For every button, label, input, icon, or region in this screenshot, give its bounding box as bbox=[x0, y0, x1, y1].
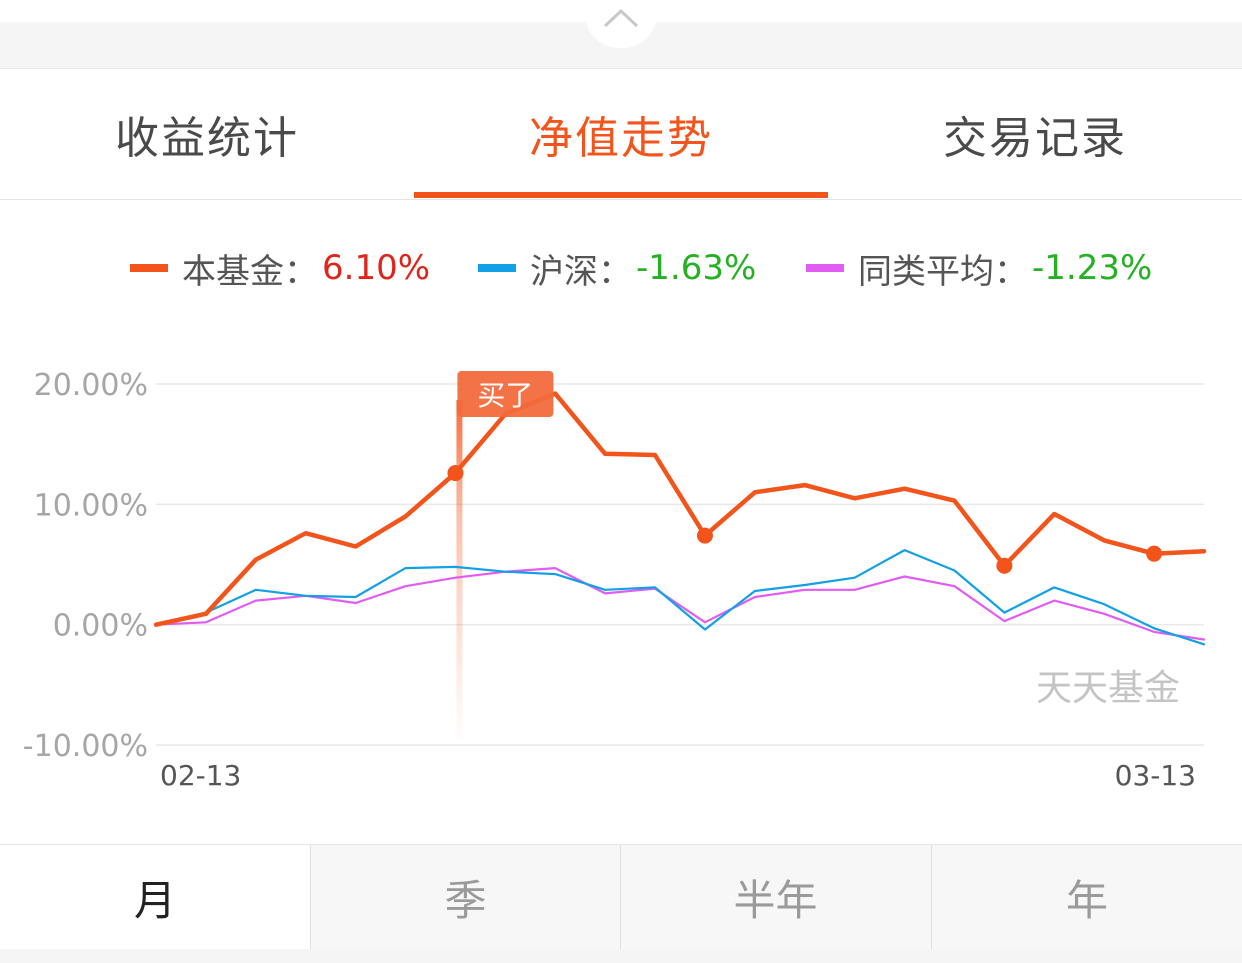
legend-label: 同类平均 bbox=[858, 251, 994, 292]
nav-trend-chart: 20.00% 10.00% 0.00% -10.00% 02-13 03-13 天天基金 买了 bbox=[23, 368, 1207, 792]
legend-item-category-avg: 同类平均 ： -1.23% bbox=[806, 238, 1152, 298]
period-quarter-button[interactable]: 季 bbox=[310, 845, 620, 949]
watermark: 天天基金 bbox=[1036, 668, 1180, 709]
period-half-year-button[interactable]: 半年 bbox=[620, 845, 930, 949]
fund-line bbox=[153, 391, 1207, 627]
buy-marker-line bbox=[456, 400, 463, 745]
legend-separator: ： bbox=[994, 251, 1028, 292]
y-tick-label: -10.00% bbox=[23, 729, 148, 764]
period-month-button[interactable]: 月 bbox=[0, 845, 310, 949]
legend-label: 本基金 bbox=[182, 251, 284, 292]
fund-point-marker bbox=[696, 527, 713, 544]
top-strip bbox=[0, 0, 1242, 69]
collapse-button[interactable] bbox=[585, 0, 657, 48]
legend-item-hs300: 沪深 ： -1.63% bbox=[478, 238, 756, 298]
bottom-strip bbox=[0, 949, 1242, 963]
legend-value-fund: 6.10% bbox=[322, 248, 431, 288]
active-tab-indicator bbox=[414, 192, 828, 198]
period-year-button[interactable]: 年 bbox=[931, 845, 1242, 949]
fund-point-marker bbox=[996, 557, 1013, 574]
tab-nav-trend[interactable]: 净值走势 bbox=[529, 113, 713, 164]
legend-value-category-avg: -1.23% bbox=[1032, 248, 1153, 288]
legend-swatch-fund bbox=[130, 264, 168, 272]
fund-point-marker bbox=[1146, 545, 1163, 562]
y-tick-label: 10.00% bbox=[34, 488, 148, 523]
y-tick-label: 20.00% bbox=[34, 368, 148, 403]
legend-swatch-category-avg bbox=[806, 264, 844, 272]
tab-trade-records[interactable]: 交易记录 bbox=[943, 113, 1127, 164]
buy-label-box bbox=[457, 371, 554, 417]
hs300-line bbox=[154, 549, 1206, 646]
period-selector: 月 季 半年 年 bbox=[0, 844, 1242, 950]
legend-value-hs300: -1.63% bbox=[636, 248, 757, 288]
fund-point-marker bbox=[447, 465, 464, 482]
category-avg-line bbox=[154, 567, 1206, 641]
legend-separator: ： bbox=[284, 251, 318, 292]
legend-separator: ： bbox=[598, 251, 632, 292]
y-tick-label: 0.00% bbox=[53, 609, 148, 644]
legend-swatch-hs300 bbox=[478, 264, 516, 272]
x-tick-label: 03-13 bbox=[1115, 759, 1196, 792]
tab-bar: 收益统计 净值走势 交易记录 bbox=[0, 69, 1242, 200]
x-tick-label: 02-13 bbox=[160, 759, 241, 792]
buy-label: 买了 bbox=[477, 379, 533, 412]
tab-income-stats[interactable]: 收益统计 bbox=[115, 113, 299, 164]
chart-legend: 本基金 ： 6.10% 沪深 ： -1.63% 同类平均 ： -1.23% bbox=[0, 238, 1242, 298]
chevron-up-icon bbox=[603, 8, 639, 28]
legend-item-fund: 本基金 ： 6.10% bbox=[130, 238, 430, 298]
legend-label: 沪深 bbox=[530, 251, 598, 292]
